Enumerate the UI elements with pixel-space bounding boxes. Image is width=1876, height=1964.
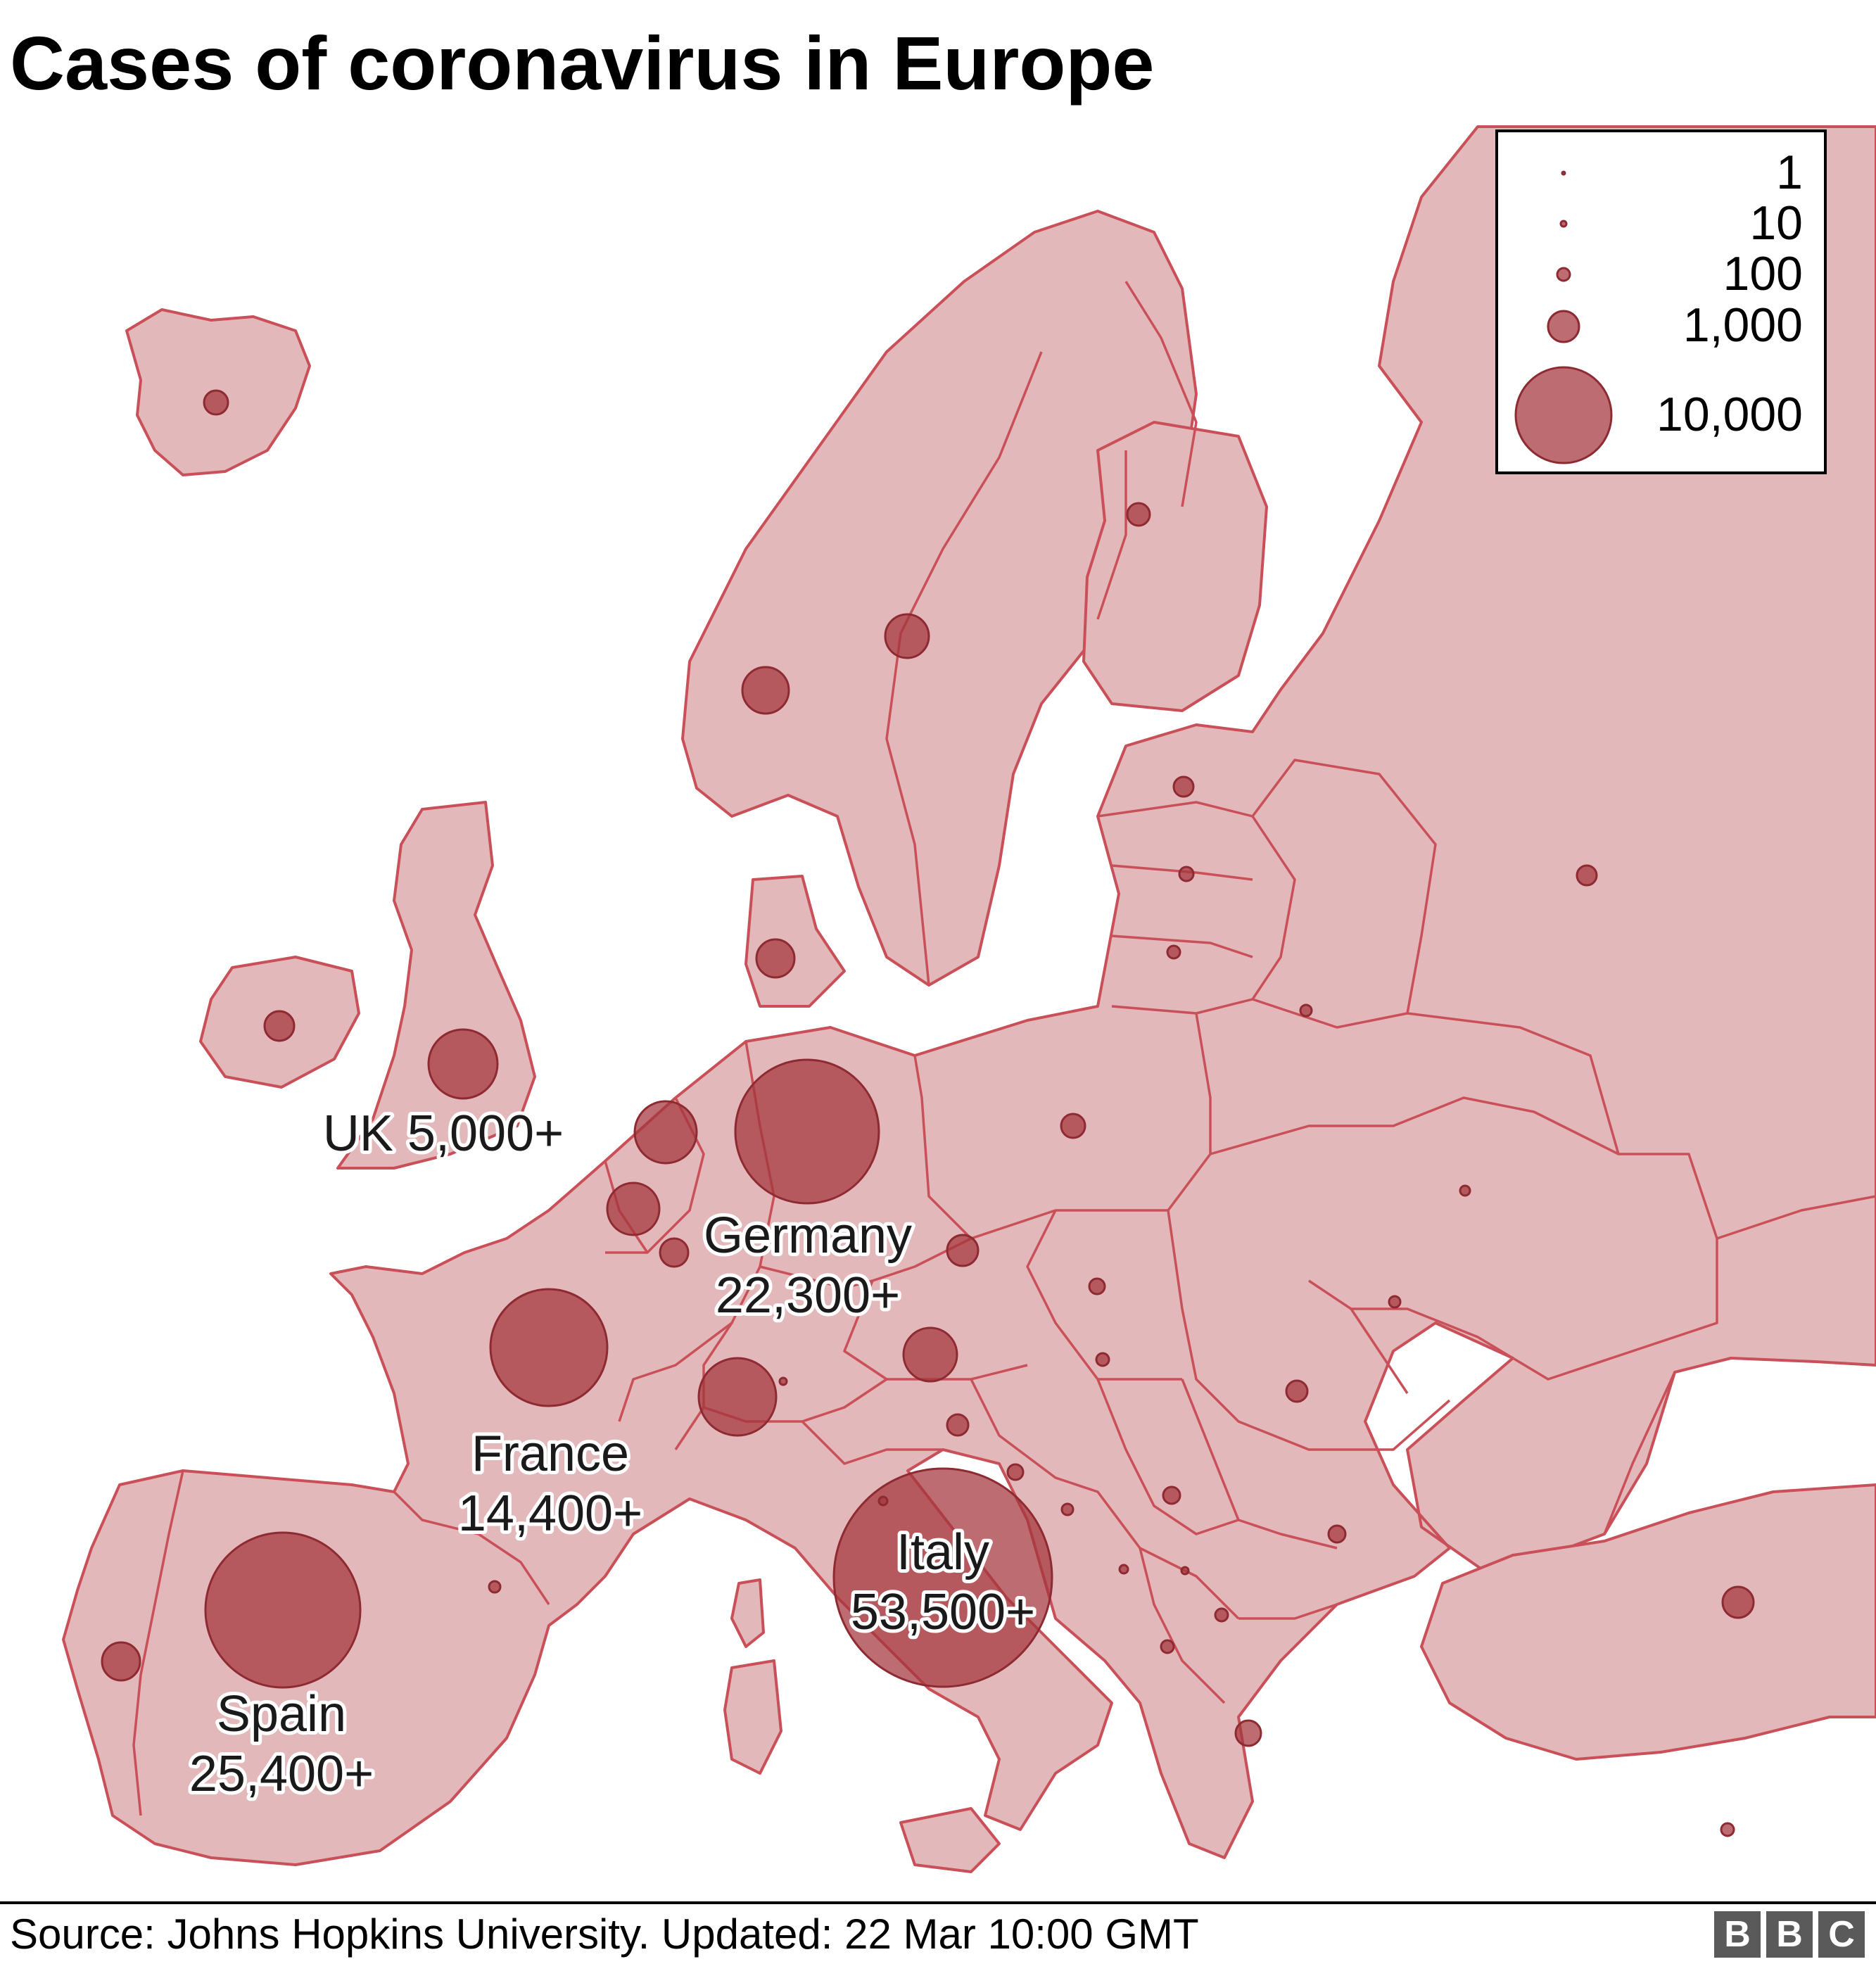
bubble-cyprus (1720, 1822, 1735, 1837)
footer-divider (0, 1901, 1876, 1904)
label-uk: UK 5,000+ (323, 1105, 564, 1162)
bubble-czechia (946, 1234, 980, 1267)
label-italy-name: Italy (896, 1524, 989, 1580)
legend-graphic: 1 10 100 1,000 10,000 (1514, 146, 1803, 464)
bubble-andorra (488, 1580, 502, 1594)
bubble-portugal (101, 1641, 141, 1682)
denmark (744, 875, 846, 1008)
bubble-spain (204, 1531, 362, 1689)
legend-label-10000: 10,000 (1656, 388, 1803, 441)
legend-bubble-1 (1561, 170, 1566, 176)
sicily (899, 1807, 1001, 1873)
bbc-logo-letter: B (1714, 1911, 1761, 1958)
legend-label-1000: 1,000 (1683, 298, 1803, 352)
case-bubbles (101, 389, 1755, 1837)
bubble-norway (741, 666, 790, 715)
bubble-germany (734, 1058, 880, 1205)
bubble-moldova (1388, 1295, 1402, 1309)
bubble-austria (902, 1326, 958, 1383)
legend-label-10: 10 (1749, 196, 1803, 250)
bubble-finland (1126, 502, 1151, 527)
bubble-serbia (1162, 1485, 1181, 1505)
bbc-logo: B B C (1714, 1911, 1865, 1958)
bubble-belarus (1299, 1003, 1313, 1018)
bbc-logo-letter: B (1766, 1911, 1813, 1958)
bubble-uk (427, 1028, 499, 1100)
bubble-turkey (1721, 1585, 1755, 1619)
legend-label-100: 100 (1723, 247, 1803, 300)
finland (1082, 421, 1268, 712)
label-germany-name: Germany (704, 1208, 912, 1264)
turkey (1420, 1483, 1876, 1761)
europe-map: UK 5,000+ Germany 22,300+ France 14,400+… (62, 125, 1876, 1873)
bubble-estonia (1172, 775, 1195, 798)
bbc-logo-letter: C (1818, 1911, 1865, 1958)
label-germany-cases: 22,300+ (716, 1267, 900, 1324)
label-france-cases: 14,400+ (458, 1485, 642, 1542)
map-title: Cases of coronavirus in Europe (10, 20, 1155, 106)
bubble-bulgaria (1327, 1524, 1347, 1544)
label-spain-cases: 25,400+ (189, 1746, 374, 1802)
bubble-monaco (778, 1376, 788, 1386)
source-note: Source: Johns Hopkins University. Update… (10, 1911, 1199, 1958)
bubble-hungary (1095, 1352, 1110, 1367)
bubble-slovenia (946, 1413, 970, 1437)
bubble-italy (832, 1467, 1053, 1688)
legend-bubble-1000 (1547, 310, 1580, 343)
bubble-croatia (1006, 1463, 1025, 1481)
bubble-albania (1160, 1639, 1175, 1654)
continental-europe (62, 125, 1876, 1866)
bubble-iceland (203, 389, 229, 416)
bubble-bosnia (1060, 1502, 1075, 1516)
size-legend: 1 10 100 1,000 10,000 (1495, 129, 1827, 474)
label-spain-name: Spain (217, 1686, 346, 1742)
bubble-montenegro (1118, 1564, 1129, 1575)
bubble-san-marino (877, 1495, 889, 1507)
bubble-slovakia (1088, 1277, 1106, 1295)
bubble-luxembourg (659, 1237, 690, 1268)
label-italy-cases: 53,500+ (851, 1584, 1035, 1640)
bubble-ireland (263, 1010, 296, 1042)
bubble-north-macedonia (1214, 1607, 1229, 1623)
legend-bubble-10 (1559, 220, 1568, 228)
bubble-belgium (606, 1181, 661, 1236)
country-labels: UK 5,000+ Germany 22,300+ France 14,400+… (186, 1102, 1039, 1806)
bubble-romania (1285, 1379, 1309, 1403)
bubble-kosovo (1180, 1566, 1190, 1576)
legend-label-1: 1 (1776, 146, 1803, 199)
bubble-russia (1576, 864, 1598, 887)
bubble-lithuania (1166, 944, 1181, 960)
corsica (730, 1578, 765, 1648)
sardinia (723, 1659, 782, 1775)
bubble-ukraine (1459, 1184, 1471, 1197)
bubble-greece (1234, 1719, 1262, 1747)
bubble-france (489, 1288, 609, 1407)
land-layer (62, 125, 1876, 1873)
bubble-switzerland (697, 1357, 778, 1437)
legend-bubble-10000 (1514, 366, 1613, 464)
bubble-netherlands (633, 1100, 698, 1165)
bubble-latvia (1178, 866, 1195, 882)
bubble-poland (1060, 1113, 1086, 1139)
label-france-name: France (471, 1426, 629, 1482)
bubble-denmark (755, 938, 796, 979)
legend-bubble-100 (1556, 267, 1571, 282)
bubble-sweden (884, 613, 930, 659)
